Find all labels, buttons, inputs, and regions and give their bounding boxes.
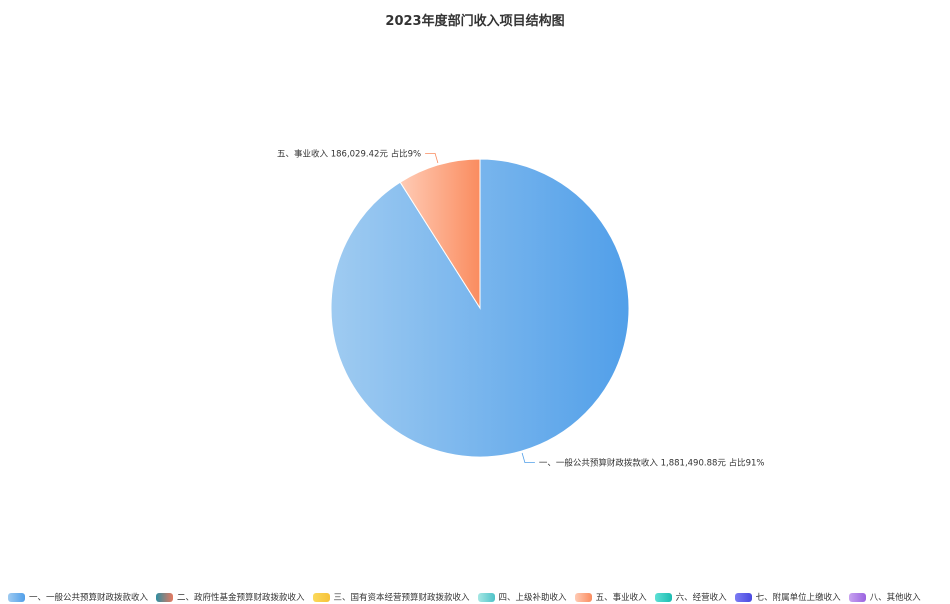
legend-swatch (654, 592, 672, 602)
legend-label: 一、一般公共预算财政拨款收入 (29, 593, 149, 603)
legend-item[interactable]: 八、其他收入 (848, 591, 921, 603)
legend-item[interactable]: 二、政府性基金预算财政拨款收入 (156, 591, 305, 603)
legend-label: 四、上级补助收入 (498, 593, 567, 603)
pie-slice[interactable] (399, 158, 481, 310)
legend-item[interactable]: 四、上级补助收入 (477, 591, 567, 603)
label-leader-line (425, 152, 439, 164)
legend-item[interactable]: 三、国有资本经营预算财政拨款收入 (312, 591, 470, 603)
legend-label: 六、经营收入 (675, 593, 727, 603)
label-leader-line (521, 452, 535, 464)
pie-chart: 一、一般公共预算财政拨款收入 1,881,490.88元 占比91% 五、事业收入… (277, 148, 764, 468)
legend-label: 二、政府性基金预算财政拨款收入 (177, 593, 305, 603)
legend-swatch (8, 592, 25, 602)
legend-swatch (574, 592, 592, 602)
legend-item[interactable]: 五、事业收入 (574, 591, 647, 603)
legend-item[interactable]: 一、一般公共预算财政拨款收入 (8, 591, 148, 603)
legend-swatch (156, 592, 174, 602)
legend-swatch (848, 592, 866, 602)
legend-label: 三、国有资本经营预算财政拨款收入 (333, 593, 470, 603)
legend-label: 七、附属单位上缴收入 (755, 593, 841, 603)
legend-item[interactable]: 七、附属单位上缴收入 (734, 591, 841, 603)
slice-label: 五、事业收入 186,029.42元 占比9% (277, 148, 421, 159)
legend-label: 八、其他收入 (869, 593, 921, 603)
legend-label: 五、事业收入 (595, 593, 647, 603)
legend-item[interactable]: 六、经营收入 (654, 591, 727, 603)
labels-layer: 一、一般公共预算财政拨款收入 1,881,490.88元 占比91% 五、事业收入… (277, 148, 764, 468)
legend-swatch (477, 592, 495, 602)
legend-swatch (734, 592, 752, 602)
slice-label: 一、一般公共预算财政拨款收入 1,881,490.88元 占比91% (539, 458, 765, 469)
legend-swatch (312, 592, 330, 602)
chart-title: 2023年度部门收入项目结构图 (385, 14, 565, 29)
slices-layer (330, 158, 630, 458)
legend: 一、一般公共预算财政拨款收入 二、政府性基金预算财政拨款收入 三、国有资本经营预算财… (8, 590, 929, 604)
